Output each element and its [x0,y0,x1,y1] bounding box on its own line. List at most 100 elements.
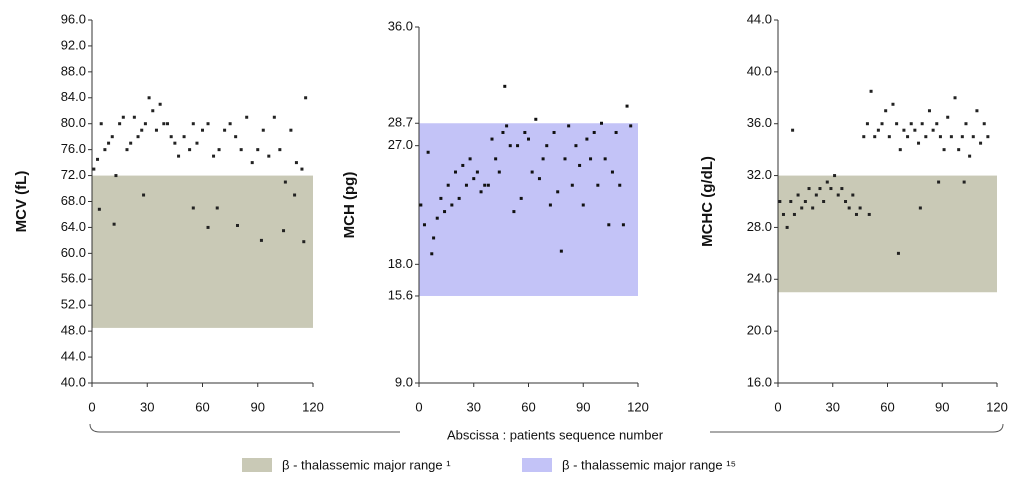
point [548,203,552,207]
y-tick-label: 15.6 [388,287,413,302]
point [435,216,439,220]
point [103,148,107,152]
point [971,135,975,139]
x-tick-label: 30 [826,399,840,414]
point [300,167,304,171]
point [567,124,571,128]
point [129,141,133,145]
point [293,193,297,197]
point [814,193,818,197]
x-tick-label: 120 [627,399,649,414]
range-band [419,123,638,296]
point [629,124,633,128]
x-tick-label: 60 [521,399,535,414]
point [946,115,950,119]
point [118,122,122,126]
point [585,137,589,141]
point [614,130,618,134]
point [143,122,147,126]
point [596,183,600,187]
point [110,135,114,139]
point [935,122,939,126]
point [957,148,961,152]
y-tick-label: 20.0 [747,323,772,338]
point [206,122,210,126]
point [880,122,884,126]
point [807,187,811,191]
point [283,180,287,184]
point [479,190,483,194]
point [294,161,298,165]
y-tick-label: 44.0 [747,11,772,26]
point [457,196,461,200]
point [592,130,596,134]
point [600,121,603,125]
point [931,128,935,132]
point [920,122,924,126]
point [811,206,815,210]
y-tick-label: 68.0 [61,193,86,208]
point [112,222,116,226]
point [792,212,796,216]
point [796,193,800,197]
point [909,122,913,126]
point [158,102,162,106]
point [503,84,507,88]
x-tick-label: 120 [986,399,1008,414]
point [625,104,629,108]
legend-swatch [242,458,272,472]
point [432,236,436,240]
point [245,115,249,119]
point [825,180,829,184]
point [563,157,567,161]
y-tick-label: 36.0 [747,115,772,130]
point [114,174,118,178]
point [278,148,282,152]
range-band [778,175,997,293]
point [302,240,306,244]
point [847,206,851,210]
point [289,128,293,132]
point [195,141,199,145]
point [235,223,239,227]
y-axis-label: MCH (pg) [341,172,358,239]
point [92,167,96,171]
point [938,135,942,139]
point [497,170,501,174]
point [523,130,527,134]
point [206,225,210,229]
point [530,170,534,174]
point [97,207,101,211]
point [898,148,902,152]
point [426,150,430,154]
point [256,148,260,152]
y-tick-label: 76.0 [61,141,86,156]
point [979,141,983,145]
x-tick-label: 90 [251,399,265,414]
point [942,148,946,152]
point [902,128,906,132]
legend-swatch [522,458,552,472]
y-tick-label: 84.0 [61,89,86,104]
point [862,135,866,139]
point [927,109,931,113]
point [147,96,151,100]
y-tick-label: 27.0 [388,137,413,152]
y-tick-label: 88.0 [61,63,86,78]
point [162,122,166,126]
point [250,161,254,165]
point [924,135,928,139]
point [430,252,434,256]
y-tick-label: 80.0 [61,115,86,130]
point [486,183,490,187]
y-tick-label: 32.0 [747,167,772,182]
point [986,135,990,139]
x-tick-label: 60 [195,399,209,414]
y-tick-label: 40.0 [747,63,772,78]
point [454,170,457,174]
point [443,210,447,214]
point [873,135,877,139]
point [419,203,423,207]
point [918,206,922,210]
